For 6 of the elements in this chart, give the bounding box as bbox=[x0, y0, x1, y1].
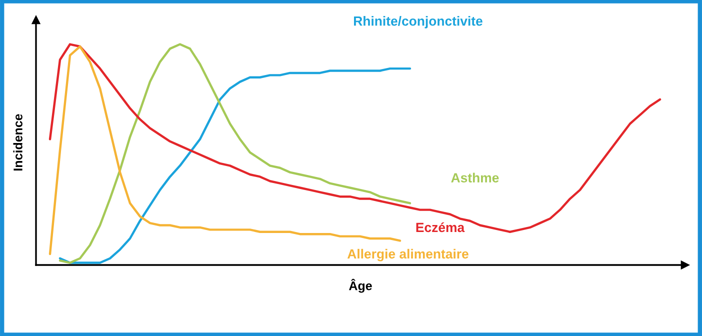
text: Asthme bbox=[451, 172, 499, 182]
text: Rhinite/conjonctivite bbox=[354, 16, 482, 28]
x-axis-title: Âge bbox=[349, 278, 372, 293]
series-label: Eczéma bbox=[416, 222, 465, 232]
series-label: Allergie alimentaire bbox=[347, 248, 468, 262]
y-axis-title: Incidence bbox=[13, 114, 22, 170]
